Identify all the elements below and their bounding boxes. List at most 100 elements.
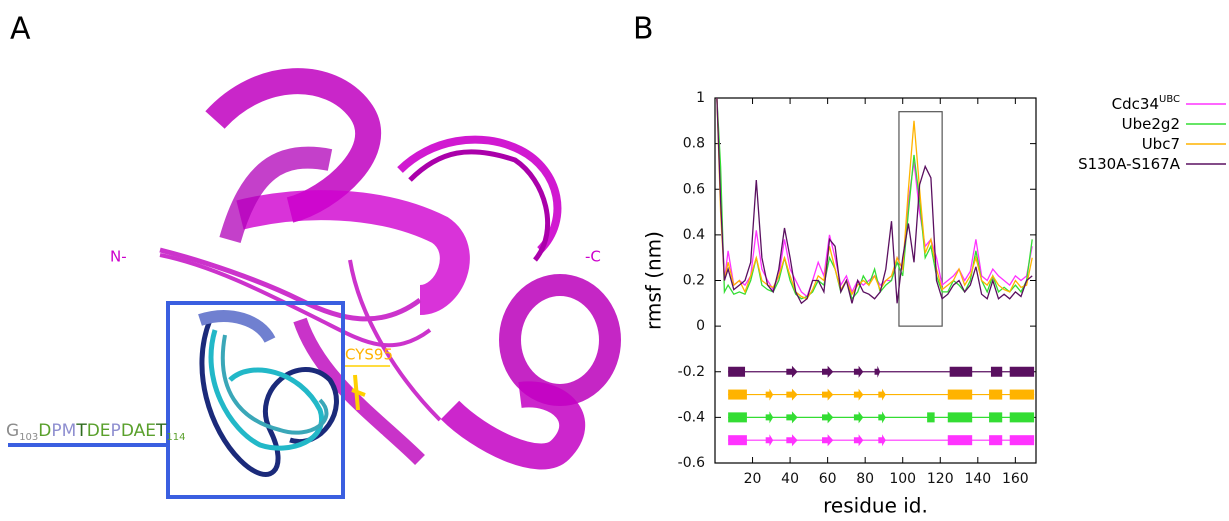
sequence-residue: P — [51, 421, 61, 441]
sequence-residue: E — [100, 421, 111, 441]
x-tick-label: 160 — [1002, 471, 1029, 487]
legend-label: Ubc7 — [1142, 135, 1180, 153]
y-tick-label: 0 — [696, 318, 705, 334]
ss-helix — [990, 366, 1003, 377]
ss-strand — [822, 388, 834, 401]
sequence-residue: A — [134, 421, 146, 441]
y-tick-label: -0.6 — [678, 455, 705, 471]
x-tick-label: 60 — [819, 471, 837, 487]
y-tick-label: 1 — [696, 90, 705, 106]
sequence-residue: D — [121, 421, 134, 441]
loop — [220, 334, 329, 435]
residue-label: CYS95 — [345, 346, 393, 364]
series-line — [716, 97, 1033, 305]
sequence-residue: 103 — [19, 432, 38, 443]
helix — [440, 381, 586, 470]
ss-strand — [853, 411, 864, 424]
sequence-residue: 114 — [166, 432, 185, 443]
ss-helix — [989, 412, 1003, 423]
loop — [397, 135, 562, 253]
ss-strand — [822, 411, 834, 424]
ss-helix — [947, 435, 973, 446]
ss-strand — [874, 365, 881, 378]
legend-label: Ube2g2 — [1122, 115, 1180, 133]
y-tick-label: 0.4 — [683, 227, 705, 243]
cys-sidechain — [351, 374, 366, 411]
strand — [293, 317, 425, 465]
panel-label: B — [633, 12, 654, 47]
ss-helix — [989, 389, 1003, 400]
ss-strand — [765, 434, 774, 447]
ss-helix — [949, 366, 973, 377]
ss-helix — [947, 412, 973, 423]
ss-strand — [853, 434, 864, 447]
sequence-residue: P — [111, 421, 121, 441]
sequence-residue: E — [145, 421, 156, 441]
ss-strand — [765, 388, 774, 401]
x-axis-label: residue id. — [823, 494, 928, 518]
helix — [499, 274, 621, 406]
x-tick-label: 80 — [856, 471, 874, 487]
loop — [208, 329, 325, 451]
sequence-label: G103DPMTDEPDAET114 — [6, 421, 185, 443]
ss-strand — [765, 411, 774, 424]
loop — [348, 259, 442, 422]
ss-helix — [728, 366, 746, 377]
y-tick-label: 0.2 — [683, 273, 705, 289]
ss-helix — [1009, 412, 1035, 423]
ss-helix — [1009, 435, 1035, 446]
ss-strand — [786, 411, 798, 424]
sequence-residue: M — [62, 421, 77, 441]
sequence-residue: G — [6, 421, 19, 441]
loop — [159, 253, 432, 348]
series-line — [716, 97, 1033, 300]
legend-name: Cdc34 — [1112, 95, 1159, 113]
sequence-residue: T — [155, 421, 167, 441]
helix — [236, 190, 470, 315]
ss-strand — [853, 365, 864, 378]
ss-strand — [878, 434, 886, 447]
y-tick-label: -0.4 — [678, 409, 705, 425]
y-tick-label: 0.6 — [683, 181, 705, 197]
ss-strand — [786, 365, 798, 378]
x-tick-label: 120 — [927, 471, 954, 487]
series-line — [716, 97, 1033, 301]
terminus-label: N- — [110, 248, 127, 266]
x-tick-label: 20 — [744, 471, 762, 487]
y-tick-label: 0.8 — [683, 136, 705, 152]
x-tick-label: 40 — [781, 471, 799, 487]
loop — [408, 149, 551, 262]
x-tick-label: 140 — [964, 471, 991, 487]
ss-helix — [728, 389, 747, 400]
ss-strand — [853, 388, 864, 401]
highlight-box — [898, 111, 943, 327]
loop — [159, 247, 422, 322]
ss-helix — [1009, 389, 1035, 400]
ss-strand — [786, 388, 798, 401]
terminus-label: -C — [585, 248, 601, 266]
ss-helix — [728, 412, 747, 423]
sequence-residue: D — [38, 421, 51, 441]
y-axis-label: rmsf (nm) — [642, 231, 666, 330]
ss-strand — [878, 388, 886, 401]
ss-helix — [989, 435, 1003, 446]
protein-structure — [159, 68, 621, 477]
helix — [198, 310, 276, 344]
ss-helix — [927, 412, 935, 423]
legend-name: Ube2g2 — [1122, 115, 1180, 133]
region-box — [166, 301, 345, 499]
ss-strand — [822, 434, 834, 447]
legend-superscript: UBC — [1159, 94, 1180, 105]
loop — [199, 319, 339, 477]
legend-label: Cdc34UBC — [1112, 94, 1180, 113]
ss-strand — [786, 434, 798, 447]
ss-helix — [947, 389, 973, 400]
sequence-residue: D — [87, 421, 100, 441]
y-tick-label: -0.2 — [678, 364, 705, 380]
ss-strand — [878, 411, 886, 424]
helix — [219, 146, 333, 244]
ss-strand — [822, 365, 834, 378]
legend-name: Ubc7 — [1142, 135, 1180, 153]
